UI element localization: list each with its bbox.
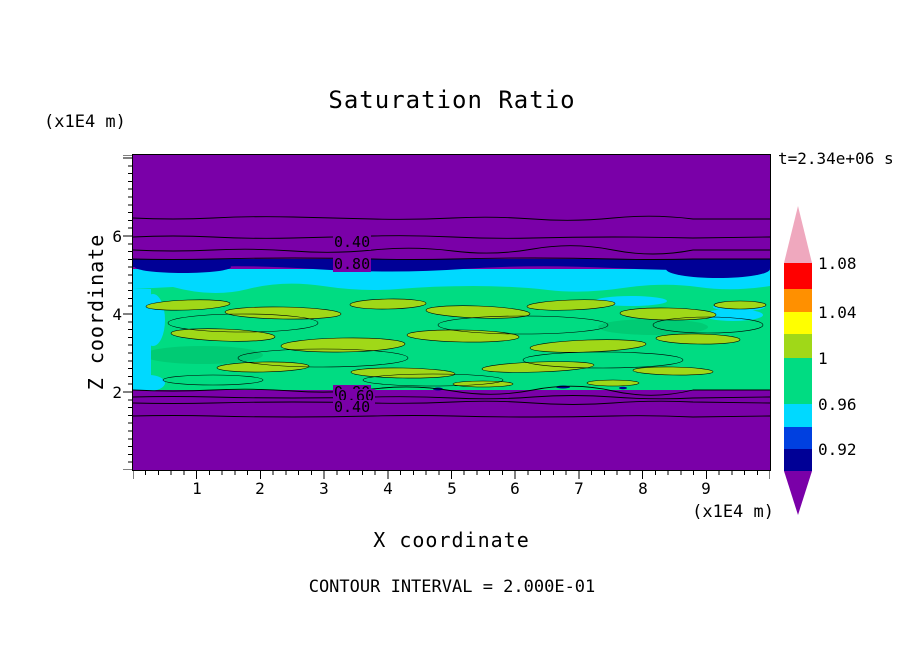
colorbar-label-108: 1.08 xyxy=(818,254,857,273)
y-axis-unit: (x1E4 m) xyxy=(44,112,126,132)
y-tick-label-6: 6 xyxy=(112,227,122,246)
x-tick-label-6: 6 xyxy=(510,479,520,498)
saturated-band xyxy=(133,259,770,391)
x-tick-label-4: 4 xyxy=(383,479,393,498)
contour-label-top-080: 0.80 xyxy=(333,255,372,273)
y-tick-label-4: 4 xyxy=(112,305,122,324)
x-tick-label-3: 3 xyxy=(319,479,329,498)
contour-lines xyxy=(133,215,770,418)
x-tick-label-7: 7 xyxy=(574,479,584,498)
colorbar-label-096: 0.96 xyxy=(818,395,857,414)
contour-field-svg xyxy=(133,155,770,470)
x-axis-minor-ticks xyxy=(133,471,770,475)
y-axis-major-ticks xyxy=(123,155,132,470)
contour-label-top-040: 0.40 xyxy=(333,233,372,251)
time-annotation: t=2.34e+06 s xyxy=(778,149,894,168)
x-axis-major-ticks xyxy=(133,471,770,479)
x-axis-label: X coordinate xyxy=(373,528,530,552)
chart-title: Saturation Ratio xyxy=(328,86,576,114)
colorbar xyxy=(784,206,812,515)
x-tick-label-2: 2 xyxy=(255,479,265,498)
x-tick-label-5: 5 xyxy=(447,479,457,498)
x-axis-unit: (x1E4 m) xyxy=(692,502,774,522)
colorbar-label-100: 1 xyxy=(818,349,828,368)
colorbar-label-104: 1.04 xyxy=(818,303,857,322)
colorbar-label-092: 0.92 xyxy=(818,440,857,459)
plot-area: 0.40 0.80 0.80 0.60 0.40 xyxy=(132,154,771,471)
x-tick-label-8: 8 xyxy=(638,479,648,498)
contour-interval-note: CONTOUR INTERVAL = 2.000E-01 xyxy=(308,577,596,597)
y-tick-label-2: 2 xyxy=(112,383,122,402)
x-tick-label-9: 9 xyxy=(701,479,711,498)
contour-label-bottom-040: 0.40 xyxy=(333,398,372,416)
x-tick-label-1: 1 xyxy=(192,479,202,498)
y-axis-minor-ticks xyxy=(128,155,132,470)
